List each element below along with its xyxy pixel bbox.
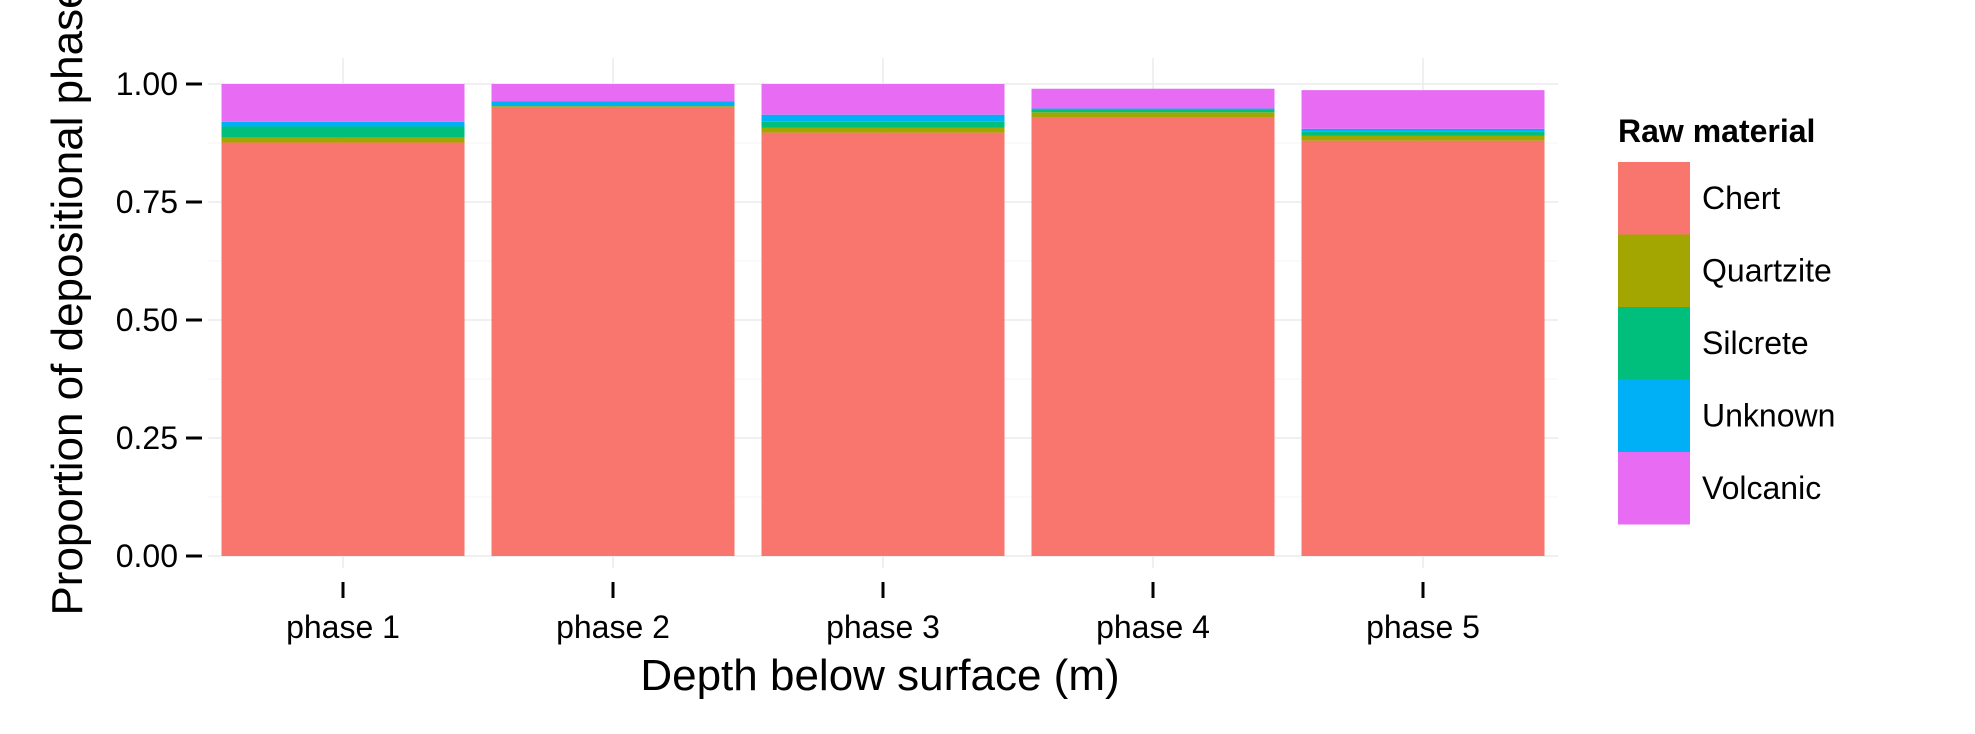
legend-label: Silcrete	[1702, 325, 1809, 361]
bar-segment-silcrete	[1031, 109, 1275, 113]
y-axis: 0.00 0.25 0.50 0.75 1.00	[116, 66, 202, 574]
bar-segment-chert	[491, 107, 735, 556]
legend: Raw material Chert Quartzite Silcrete Unkno…	[1618, 113, 1835, 525]
bar-segment-silcrete	[221, 126, 465, 138]
legend-key-unknown	[1618, 379, 1690, 452]
x-axis-title: Depth below surface (m)	[640, 651, 1119, 700]
bar-segment-volcanic	[221, 84, 465, 122]
legend-items: Chert Quartzite Silcrete Unknown Volcanic	[1618, 162, 1835, 525]
x-tick-label: phase 1	[286, 609, 400, 645]
x-tick-label: phase 2	[556, 609, 670, 645]
bar-segment-unknown	[221, 121, 465, 127]
legend-key-silcrete	[1618, 307, 1690, 380]
legend-key-volcanic	[1618, 452, 1690, 525]
y-tick-label: 0.00	[116, 538, 178, 574]
x-tick-label: phase 5	[1366, 609, 1480, 645]
bar-segment-unknown	[1301, 128, 1545, 132]
bar-segment-unknown	[761, 114, 1005, 122]
bar-segment-chert	[1301, 140, 1545, 556]
bar-segment-chert	[221, 142, 465, 556]
bar-segment-volcanic	[1031, 88, 1275, 109]
bar-segment-volcanic	[491, 84, 735, 102]
plot-panel	[208, 58, 1558, 568]
bar-segment-unknown	[491, 101, 735, 107]
y-tick-label: 0.75	[116, 184, 178, 220]
bar-segment-volcanic	[1301, 90, 1545, 129]
bar-segment-chert	[761, 132, 1005, 556]
y-tick-label: 1.00	[116, 66, 178, 102]
legend-title: Raw material	[1618, 113, 1815, 149]
bar-segment-silcrete	[761, 121, 1005, 128]
y-tick-label: 0.25	[116, 420, 178, 456]
bar-segment-quartzite	[221, 137, 465, 143]
bar-segment-volcanic	[761, 84, 1005, 115]
bar-segment-quartzite	[1301, 135, 1545, 141]
bar-segment-quartzite	[761, 127, 1005, 133]
bar-segment-silcrete	[1301, 131, 1545, 136]
bar-segment-chert	[1031, 117, 1275, 556]
bar-segment-quartzite	[491, 106, 735, 108]
x-tick-label: phase 3	[826, 609, 940, 645]
x-axis: phase 1 phase 2 phase 3 phase 4 phase 5	[286, 582, 1480, 645]
legend-key-chert	[1618, 162, 1690, 235]
legend-label: Volcanic	[1702, 470, 1821, 506]
legend-label: Chert	[1702, 180, 1780, 216]
y-tick-label: 0.50	[116, 302, 178, 338]
legend-key-quartzite	[1618, 234, 1690, 307]
legend-label: Quartzite	[1702, 253, 1832, 289]
legend-label: Unknown	[1702, 398, 1835, 434]
bar-segment-quartzite	[1031, 112, 1275, 118]
bar-stacks	[221, 84, 1545, 556]
y-axis-title: Proportion of depositional phase	[43, 0, 92, 616]
x-tick-label: phase 4	[1096, 609, 1210, 645]
bar-segment-unknown	[1031, 108, 1275, 110]
